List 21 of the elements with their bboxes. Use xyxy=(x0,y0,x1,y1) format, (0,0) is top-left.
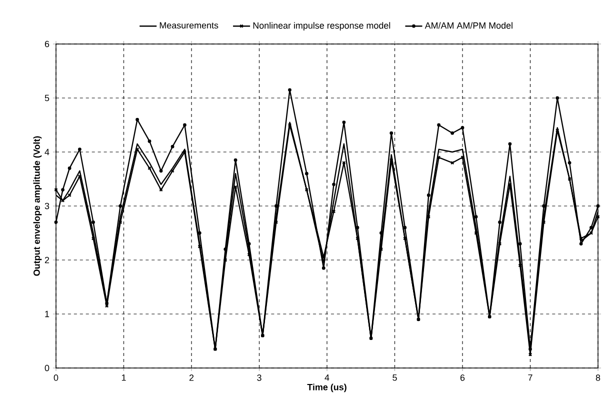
y-tick-label: 2 xyxy=(44,256,50,264)
y-tick-label: 4 xyxy=(44,148,50,156)
x-tick-label: 7 xyxy=(528,374,532,381)
legend-label: Measurements xyxy=(160,22,218,29)
x-tick-label: 6 xyxy=(460,374,465,381)
x-axis-title: Time (us) xyxy=(307,384,346,392)
legend-label: AM/AM AM/PM Model xyxy=(424,22,512,29)
y-tick-label: 3 xyxy=(44,202,50,210)
x-tick-label: 2 xyxy=(189,374,194,381)
x-tick-label: 1 xyxy=(122,374,126,381)
x-tick-label: 3 xyxy=(257,374,262,381)
legend-label: Nonlinear impulse response model xyxy=(253,22,390,30)
x-tick-label: 4 xyxy=(324,374,330,381)
x-tick-label: 8 xyxy=(596,374,600,381)
y-tick-label: 1 xyxy=(45,310,50,318)
x-tick-label: 0 xyxy=(54,374,58,381)
y-tick-label: 5 xyxy=(44,94,50,102)
y-tick-label: 6 xyxy=(44,40,50,48)
y-tick-label: 0 xyxy=(44,364,50,372)
x-tick-label: 5 xyxy=(392,374,397,381)
y-axis-title: Output envelope amplitude (Volt) xyxy=(33,136,42,276)
